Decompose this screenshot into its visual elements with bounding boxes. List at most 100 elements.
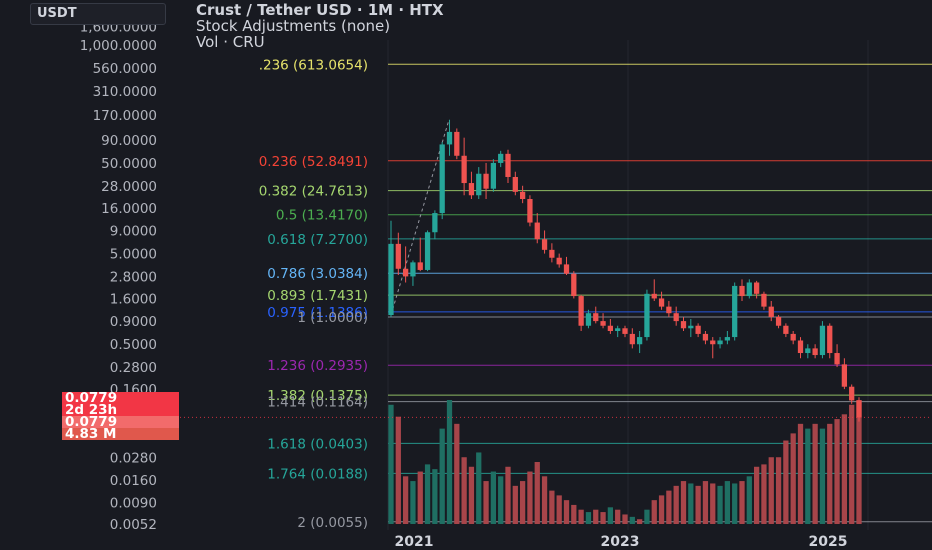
candle-body bbox=[424, 232, 431, 270]
candle-body bbox=[505, 153, 511, 177]
candle-body bbox=[753, 282, 760, 294]
volume-bar bbox=[607, 507, 614, 524]
x-tick-label: 2025 bbox=[809, 534, 848, 550]
fib-level-label: 2 (0.0055) bbox=[297, 515, 368, 531]
volume-bar bbox=[790, 433, 796, 524]
candle-body bbox=[812, 348, 818, 356]
volume-bar bbox=[498, 476, 504, 524]
volume-bar bbox=[527, 471, 533, 524]
y-tick-label: 310.0000 bbox=[93, 84, 157, 100]
y-tick-label: 560.0000 bbox=[93, 61, 157, 77]
fib-trend-line bbox=[390, 119, 450, 316]
y-tick-label: 0.0090 bbox=[110, 495, 157, 511]
candle-body bbox=[629, 333, 635, 345]
volume-bar bbox=[476, 452, 482, 524]
volume-bar bbox=[812, 423, 818, 524]
candle-body bbox=[827, 325, 833, 354]
symbol-title: Crust / Tether USD · 1M · HTX bbox=[196, 1, 444, 19]
volume-bar bbox=[439, 428, 445, 524]
x-tick-label: 2021 bbox=[395, 534, 434, 550]
volume-bar bbox=[468, 466, 475, 524]
candle-body bbox=[805, 348, 811, 354]
volume-bar bbox=[615, 509, 621, 524]
candle-body bbox=[549, 249, 555, 258]
volume-bar bbox=[739, 481, 745, 524]
volume-bar bbox=[593, 509, 599, 524]
volume-bar bbox=[622, 514, 628, 524]
candle-body bbox=[710, 340, 716, 345]
volume-bar bbox=[505, 466, 511, 524]
y-tick-label: 28.0000 bbox=[101, 179, 157, 195]
volume-tag: 4.83 M bbox=[62, 427, 179, 441]
volume-bar bbox=[432, 469, 438, 524]
y-tick-label: 16.0000 bbox=[101, 201, 157, 217]
volume-bar bbox=[402, 476, 409, 524]
currency-button[interactable]: USDT bbox=[30, 3, 166, 25]
volume-bar bbox=[519, 481, 526, 524]
candle-body bbox=[680, 321, 687, 329]
candle-body bbox=[834, 353, 840, 365]
candle-body bbox=[658, 298, 665, 307]
candle-body bbox=[512, 176, 518, 192]
volume-bar bbox=[512, 485, 518, 524]
volume-bar bbox=[710, 483, 716, 524]
candle-body bbox=[849, 386, 855, 401]
y-tick-label: 0.0052 bbox=[110, 517, 157, 533]
candle-body bbox=[417, 262, 423, 270]
candle-body bbox=[578, 296, 584, 326]
volume-bar bbox=[549, 490, 555, 524]
candle-body bbox=[790, 333, 796, 341]
volume-bar bbox=[732, 483, 738, 524]
volume-bar bbox=[717, 485, 723, 524]
volume-bar bbox=[783, 440, 789, 524]
volume-bar bbox=[856, 400, 862, 524]
y-tick-label: 0.9000 bbox=[110, 314, 157, 330]
volume-bar bbox=[797, 423, 804, 524]
candle-body bbox=[593, 313, 599, 322]
candle-body bbox=[841, 364, 848, 387]
candle-body bbox=[490, 162, 497, 189]
countdown-tag: 2d 23h bbox=[62, 403, 179, 417]
candle-body bbox=[410, 262, 416, 277]
candle-body bbox=[615, 328, 621, 331]
volume-bar bbox=[695, 485, 701, 524]
candle-body bbox=[468, 183, 475, 196]
volume-bar bbox=[571, 504, 577, 524]
volume-bar bbox=[746, 476, 752, 524]
volume-bar bbox=[410, 481, 416, 524]
candle-body bbox=[607, 325, 614, 331]
volume-bar bbox=[680, 481, 687, 524]
candle-body bbox=[395, 243, 401, 269]
volume-bar bbox=[827, 423, 833, 524]
y-tick-label: 170.0000 bbox=[93, 108, 157, 124]
candle-body bbox=[644, 293, 650, 338]
volume-bar bbox=[556, 495, 562, 524]
fib-level-label: 1.236 (0.2935) bbox=[267, 358, 368, 374]
candle-body bbox=[541, 239, 548, 250]
candle-body bbox=[768, 306, 774, 317]
volume-bar bbox=[658, 495, 665, 524]
candle-body bbox=[446, 131, 453, 145]
volume-bar bbox=[644, 509, 650, 524]
y-tick-label: 0.2800 bbox=[110, 360, 157, 376]
candle-body bbox=[498, 153, 504, 163]
fib-level-label: 0.786 (3.0384) bbox=[267, 266, 368, 282]
candle-body bbox=[563, 264, 570, 274]
fib-level-label: 0.382 (24.7613) bbox=[259, 184, 368, 200]
volume-bar bbox=[702, 481, 709, 524]
candle-body bbox=[797, 340, 804, 354]
fib-level-label: 0.618 (7.2700) bbox=[267, 232, 368, 248]
y-tick-label: 5.0000 bbox=[110, 247, 157, 263]
fib-level-label: 0.975 (1.1386) bbox=[267, 305, 368, 321]
volume-bar bbox=[534, 462, 540, 524]
candle-body bbox=[666, 306, 672, 314]
candle-body bbox=[783, 325, 789, 334]
volume-bar bbox=[629, 516, 635, 524]
volume-bar bbox=[563, 500, 570, 524]
volume-bar bbox=[454, 423, 460, 524]
volume-bar bbox=[834, 419, 840, 524]
candle-body bbox=[439, 144, 445, 214]
volume-bar bbox=[585, 512, 592, 524]
